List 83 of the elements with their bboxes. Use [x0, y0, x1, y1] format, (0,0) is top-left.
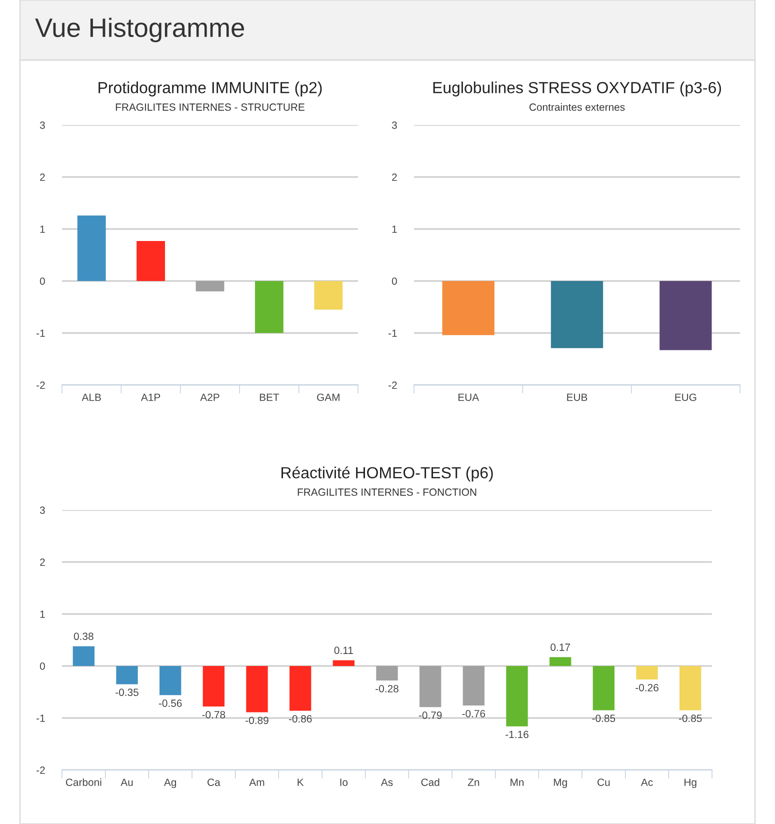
data-label: -0.85 [678, 714, 702, 722]
data-label: -1.16 [506, 730, 528, 738]
x-tick-label: Am [249, 778, 264, 786]
chart-title: Euglobulines STRESS OXYDATIF (p3-6) [433, 82, 722, 96]
bar [314, 281, 343, 310]
x-tick-label: Cu [598, 778, 610, 786]
y-tick-label: 3 [392, 122, 397, 129]
bar [160, 666, 182, 696]
data-label: -0.56 [158, 700, 182, 707]
y-tick-label: 0 [40, 662, 45, 670]
bar [254, 281, 284, 333]
chart-subtitle: FRAGILITES INTERNES - STRUCTURE [116, 103, 304, 111]
bar [506, 666, 528, 726]
y-tick-label: -1 [388, 330, 397, 337]
y-tick-label: 3 [40, 122, 45, 129]
x-tick-label: A2P [200, 394, 220, 401]
x-tick-label: Ca [208, 778, 220, 786]
chart-subtitle: Contraintes externes [529, 103, 625, 111]
x-tick-label: Carboni [66, 778, 102, 786]
y-tick-label: -2 [36, 766, 45, 774]
bar [246, 666, 268, 712]
data-label: 0.11 [334, 646, 353, 654]
x-tick-label: EUA [458, 394, 480, 401]
bar [376, 666, 398, 681]
chart-title: Protidogramme IMMUNITE (p2) [98, 82, 322, 96]
data-label: -0.89 [246, 716, 268, 724]
chart-title: Réactivité HOMEO-TEST (p6) [282, 466, 493, 482]
bar [462, 666, 484, 706]
x-tick-label: EUB [567, 394, 588, 401]
x-tick-label: Mn [510, 778, 524, 786]
bar [136, 240, 166, 281]
bar [77, 215, 106, 281]
chart-subtitle: FRAGILITES INTERNES - FONCTION [298, 488, 476, 496]
data-label: 0.38 [74, 632, 94, 640]
x-tick-label: Io [340, 778, 348, 786]
bar [680, 666, 702, 710]
data-label: -0.85 [592, 714, 616, 722]
y-tick-label: -2 [36, 382, 45, 389]
y-tick-label: 2 [40, 558, 45, 566]
bar [196, 281, 224, 292]
y-tick-label: 1 [40, 610, 45, 618]
data-label: 0.17 [550, 644, 570, 651]
x-tick-label: Cad [421, 778, 440, 786]
y-tick-label: 0 [392, 278, 397, 285]
data-label: -0.76 [462, 710, 486, 718]
y-tick-label: -1 [36, 714, 45, 722]
x-tick-label: Mg [554, 778, 567, 788]
bar [550, 657, 572, 666]
bar [592, 666, 614, 710]
y-tick-label: 1 [392, 226, 397, 233]
y-tick-label: 2 [40, 174, 45, 181]
data-label: -0.26 [636, 684, 658, 692]
text: Vue Histogramme [35, 18, 244, 42]
x-tick-label: K [298, 778, 304, 786]
x-tick-label: Hg [684, 778, 696, 788]
data-label: -0.78 [202, 711, 226, 718]
data-label: -0.28 [376, 685, 398, 692]
bar [116, 666, 138, 684]
bar [72, 646, 94, 666]
bar [636, 666, 658, 680]
y-tick-label: 2 [392, 174, 397, 181]
bar [332, 660, 354, 666]
data-label: -0.79 [418, 712, 442, 719]
y-tick-label: -1 [36, 330, 45, 337]
x-tick-label: BET [260, 394, 280, 401]
x-tick-label: EUG [675, 394, 696, 401]
bar [202, 666, 224, 707]
y-tick-label: 1 [40, 226, 45, 233]
data-label: -0.86 [288, 715, 312, 723]
x-tick-label: Ag [164, 778, 176, 788]
y-tick-label: -2 [388, 382, 397, 389]
y-tick-label: 3 [40, 506, 45, 514]
x-tick-label: GAM [317, 394, 340, 401]
x-tick-label: As [380, 778, 393, 786]
x-tick-label: ALB [82, 394, 101, 401]
data-label: -0.35 [116, 688, 138, 696]
x-tick-label: Au [120, 778, 133, 786]
bar [420, 666, 442, 708]
x-tick-label: A1P [140, 394, 160, 401]
x-tick-label: Ac [640, 778, 653, 786]
bar [290, 666, 312, 711]
y-tick-label: 0 [40, 278, 45, 285]
x-tick-label: Zn [468, 778, 480, 786]
